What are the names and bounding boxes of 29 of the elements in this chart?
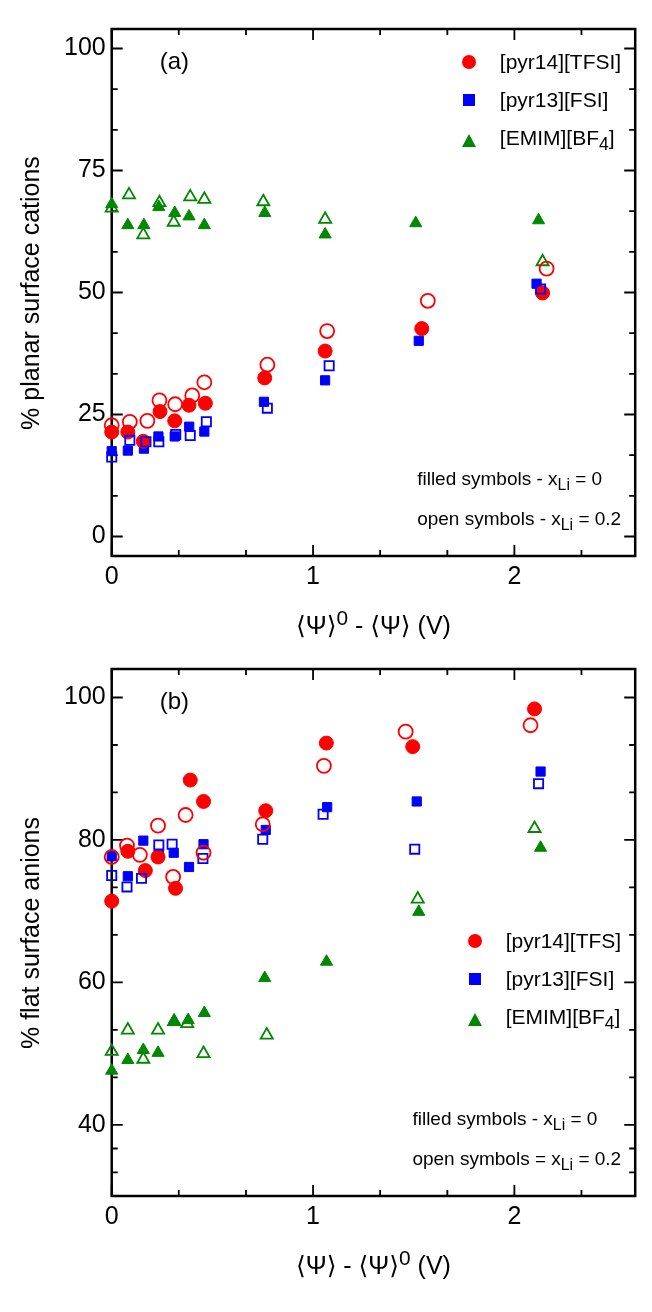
annotation: open symbols - x$_{Li}$ = 0.2	[417, 507, 622, 535]
y-tick-label: 25	[77, 398, 106, 427]
legend-label: [pyr14][TFSI]	[499, 49, 622, 75]
y-tick-label: 0	[91, 520, 106, 549]
x-tick-label: 2	[507, 1200, 522, 1229]
annotation: filled symbols - x$_{Li}$ = 0	[412, 1107, 599, 1136]
x-tick-label: 2	[507, 560, 522, 589]
x-tick-label: 1	[306, 1200, 321, 1229]
legend-label: [EMIM][BF$_{4}$]	[505, 1003, 621, 1036]
legend-label: [EMIM][BF$_{4}$]	[499, 125, 615, 157]
annotation: (b)	[159, 687, 190, 715]
annotation: (a)	[159, 47, 190, 75]
y-tick-label: 80	[77, 823, 106, 852]
y-tick-label: 100	[63, 32, 106, 61]
y-tick-label: 75	[77, 154, 106, 183]
y-axis-title: % flat surface anions	[15, 816, 45, 1049]
y-tick-label: 60	[77, 966, 106, 995]
x-tick-label: 1	[306, 560, 321, 589]
x-axis-title: ⟨Ψ⟩$^{0}$ - ⟨Ψ⟩ (V)	[295, 606, 452, 641]
y-tick-label: 40	[77, 1108, 106, 1137]
y-axis-title: % planar surface cations	[15, 155, 45, 430]
legend-label: [pyr14][TFS]	[505, 927, 622, 954]
legend-label: [pyr13][FSI]	[499, 87, 609, 113]
x-axis-title: ⟨Ψ⟩ - ⟨Ψ⟩$^{0}$ (V)	[295, 1246, 452, 1281]
legend-label: [pyr13][FSI]	[505, 965, 615, 992]
annotation: open symbols = x$_{Li}$ = 0.2	[412, 1147, 622, 1175]
y-tick-label: 100	[63, 681, 106, 710]
annotation: filled symbols - x$_{Li}$ = 0	[417, 467, 604, 496]
y-tick-label: 50	[77, 276, 106, 305]
